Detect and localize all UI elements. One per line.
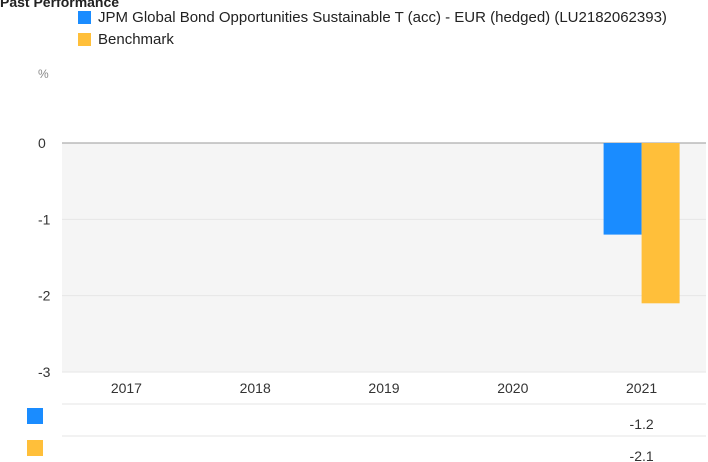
legend-label-benchmark: Benchmark bbox=[98, 31, 174, 48]
bar-fund-2021 bbox=[603, 143, 642, 235]
y-tick-label: -1 bbox=[38, 211, 51, 227]
legend-label-fund: JPM Global Bond Opportunities Sustainabl… bbox=[98, 9, 667, 26]
bar-benchmark-2021 bbox=[641, 143, 680, 304]
x-tick-label: 2021 bbox=[626, 380, 657, 396]
fund-swatch bbox=[78, 11, 91, 24]
x-tick-label: 2017 bbox=[111, 380, 142, 396]
data-label: -2.1 bbox=[630, 448, 654, 462]
y-unit-label: % bbox=[38, 67, 49, 81]
x-tick-label: 2019 bbox=[368, 380, 399, 396]
legend-item-fund: JPM Global Bond Opportunities Sustainabl… bbox=[78, 8, 698, 28]
chart-title: Past Performance bbox=[0, 0, 120, 10]
y-tick-label: -3 bbox=[38, 364, 51, 380]
y-tick-label: -2 bbox=[38, 288, 51, 304]
benchmark-table-swatch bbox=[27, 440, 43, 456]
y-tick-label: 0 bbox=[38, 135, 46, 151]
legend: JPM Global Bond Opportunities Sustainabl… bbox=[78, 8, 698, 50]
x-tick-label: 2020 bbox=[497, 380, 528, 396]
data-label: -1.2 bbox=[630, 416, 654, 432]
legend-item-benchmark: Benchmark bbox=[78, 30, 698, 50]
fund-table-swatch bbox=[27, 408, 43, 424]
benchmark-swatch bbox=[78, 33, 91, 46]
x-tick-label: 2018 bbox=[240, 380, 271, 396]
plot-area bbox=[62, 143, 706, 372]
